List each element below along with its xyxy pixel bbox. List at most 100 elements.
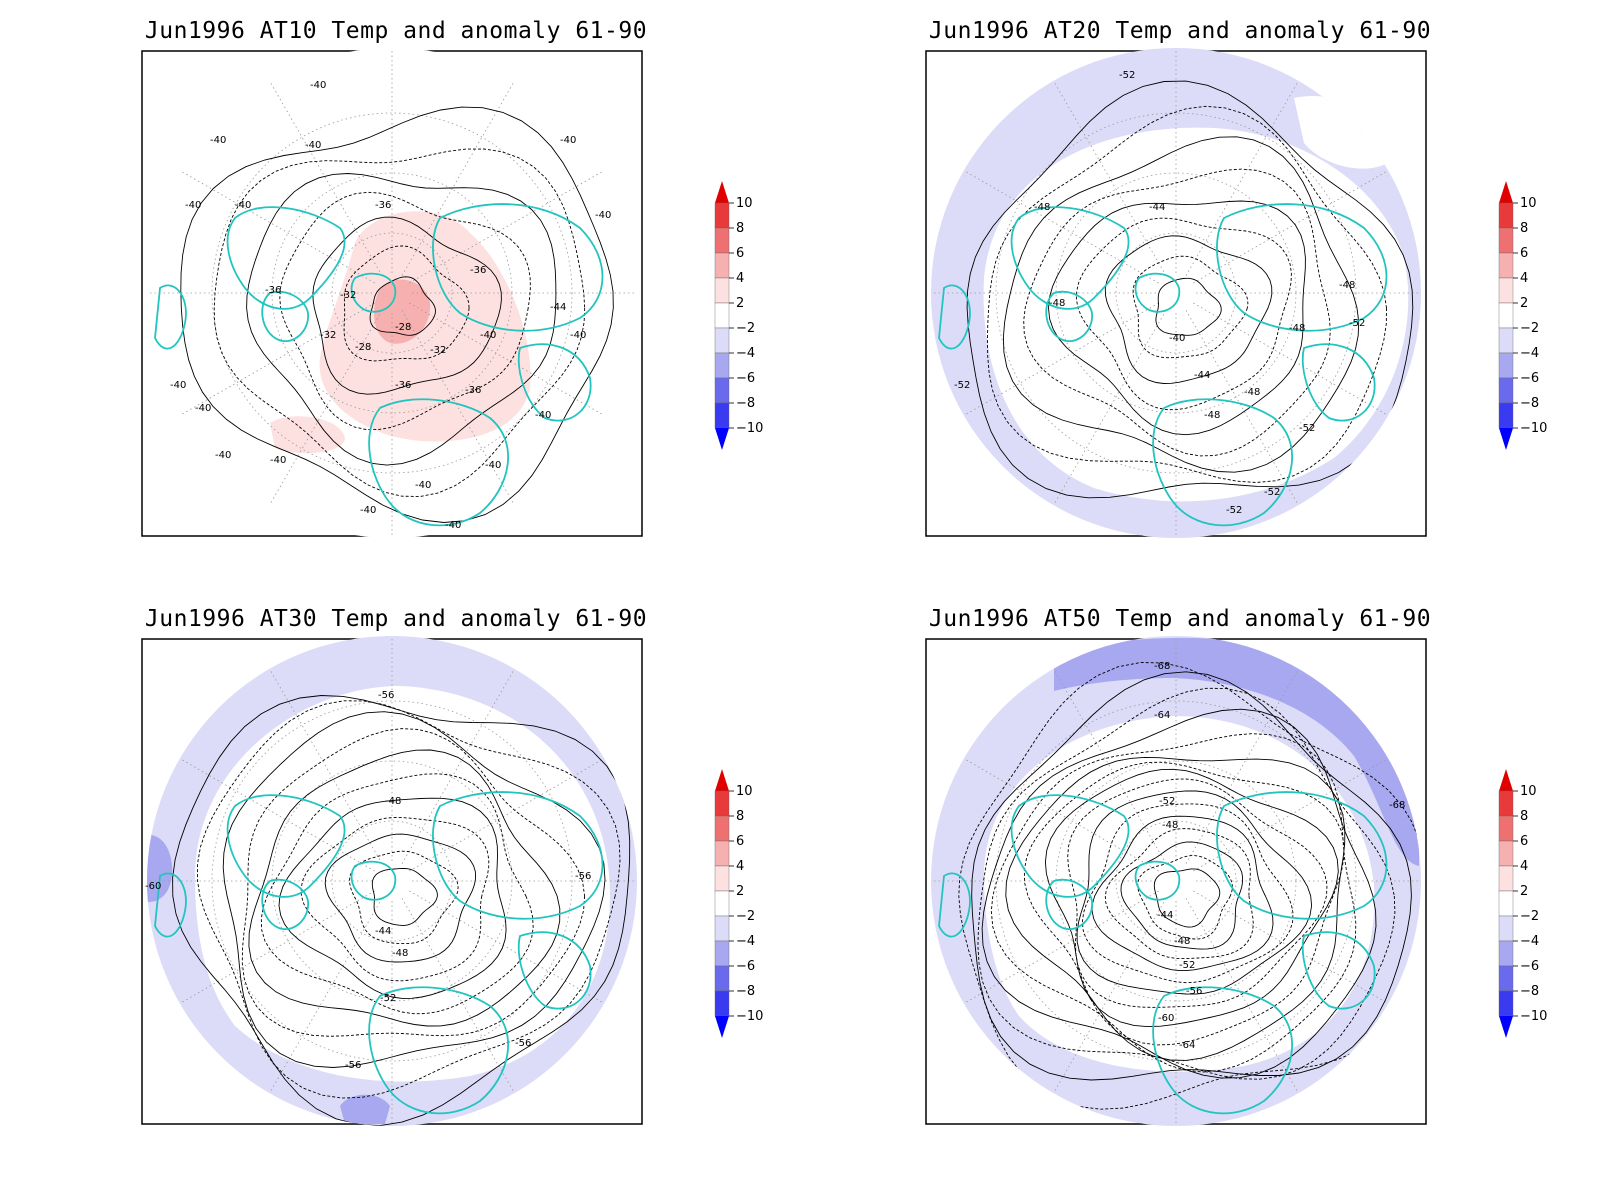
- meridian-line: [409, 302, 605, 416]
- colorbar-tick-label: −2: [1520, 321, 1539, 336]
- colorbar-cap-bottom: [715, 428, 729, 450]
- contour-label: -52: [1119, 70, 1135, 81]
- temperature-contour: [312, 216, 502, 395]
- contour-label: -52: [380, 993, 396, 1004]
- colorbar-tick-label: 2: [1520, 884, 1528, 899]
- contour-label: -40: [360, 505, 376, 516]
- colorbar-segment: [1498, 840, 1514, 867]
- colorbar-tick-label: −2: [736, 909, 755, 924]
- anomaly-negative-region-4-south: [340, 1094, 390, 1124]
- contour-label: -40: [210, 135, 226, 146]
- contour-label: -40: [185, 200, 201, 211]
- coastline: [350, 860, 397, 901]
- contour-labels: -56 -48 -44 -48 -52 -56 -56 -56 -60: [145, 690, 591, 1071]
- coastline: [226, 794, 346, 898]
- latitude-circle: [211, 112, 573, 474]
- colorbar-tick-label: −10: [736, 1009, 763, 1024]
- coastline: [1045, 290, 1093, 343]
- meridian-line: [269, 310, 383, 506]
- anomaly-positive-region-small: [270, 416, 345, 454]
- contour-label: -44: [1157, 910, 1173, 921]
- colorbar-segment: [714, 915, 730, 942]
- latitude-circle: [995, 112, 1357, 474]
- contour-label: -40: [215, 450, 231, 461]
- anomaly-near-zero-region: [984, 716, 1375, 1072]
- temperature-contour: [324, 833, 477, 963]
- meridian-line: [401, 898, 515, 1094]
- coastline: [1010, 794, 1130, 898]
- coastline: [1301, 343, 1376, 422]
- colorbar-cap-bottom: [1499, 428, 1513, 450]
- temperature-contour: [1091, 815, 1274, 972]
- contour-label: -44: [375, 926, 391, 937]
- colorbar-segment: [1498, 327, 1514, 354]
- colorbar-segment: [714, 840, 730, 867]
- meridian-line: [1053, 310, 1167, 506]
- contour-label: -40: [1169, 333, 1185, 344]
- temperature-contour: [1155, 277, 1222, 336]
- colorbar-segment: [1498, 940, 1514, 967]
- colorbar-segment: [1498, 277, 1514, 304]
- temperature-contour: [371, 867, 438, 926]
- coastline: [261, 290, 309, 343]
- temperature-contour: [1076, 790, 1313, 995]
- contour-label: -44: [1149, 202, 1165, 213]
- temperature-contour: [248, 749, 561, 1027]
- contour-label: -36: [265, 285, 281, 296]
- colorbar-tick-label: 4: [1520, 859, 1528, 874]
- colorbar-segment: [1498, 890, 1514, 917]
- contour-labels: -40 -40 -40 -40 -40 -40 -36 -36 -36 -32 …: [170, 80, 611, 531]
- meridian-line: [1185, 80, 1299, 276]
- temperature-contour: [1048, 200, 1306, 436]
- colorbar-tick-label: −6: [736, 959, 755, 974]
- contour-label: -40: [310, 80, 326, 91]
- colorbar-segment: [1498, 815, 1514, 842]
- colorbar-tick-label: −2: [1520, 909, 1539, 924]
- colorbar-segment: [1498, 965, 1514, 992]
- contour-label: -48: [392, 948, 408, 959]
- meridian-line: [409, 758, 605, 872]
- contour-label: -52: [1226, 505, 1242, 516]
- anomaly-layer: [270, 211, 531, 454]
- contour-label: -40: [480, 330, 496, 341]
- colorbar-segment: [714, 377, 730, 404]
- contour-label: -32: [430, 345, 446, 356]
- colorbar-tick-label: −4: [736, 934, 755, 949]
- coastline: [368, 398, 510, 527]
- colorbar-segment: [1498, 352, 1514, 379]
- contour-label: -56: [345, 1060, 361, 1071]
- meridian-line: [1185, 898, 1299, 1094]
- contour-label: -40: [270, 455, 286, 466]
- meridian-line: [409, 170, 605, 284]
- colorbar-tick-label: 2: [736, 884, 744, 899]
- colorbar-cap-top: [1499, 769, 1513, 791]
- anomaly-near-zero-region: [195, 686, 610, 1082]
- colorbar-segment: [1498, 402, 1514, 429]
- panel-title: Jun1996 AT30 Temp and anomaly 61-90: [144, 606, 648, 632]
- colorbar-tick-label: −4: [736, 346, 755, 361]
- polar-map-at10: -40 -40 -40 -40 -40 -40 -36 -36 -36 -32 …: [141, 48, 643, 538]
- contour-label: -36: [395, 380, 411, 391]
- temperature-contour: [986, 105, 1387, 483]
- temperature-contour: [966, 80, 1414, 499]
- contour-label: -56: [515, 1038, 531, 1049]
- meridian-line: [269, 80, 383, 276]
- coastline: [1010, 206, 1130, 310]
- colorbar-tick-label: −6: [1520, 371, 1539, 386]
- temperature-contour: [369, 276, 436, 336]
- coastline: [432, 791, 604, 920]
- colorbar-tick-label: 10: [1520, 784, 1537, 799]
- colorbar-segment: [1498, 990, 1514, 1017]
- temperature-contour: [971, 671, 1412, 1081]
- colorbar-segment: [714, 352, 730, 379]
- contour-label: -32: [320, 330, 336, 341]
- coastline: [261, 878, 309, 931]
- coastline: [1301, 931, 1376, 1010]
- contour-label: -48: [1204, 410, 1220, 421]
- anomaly-positive-region: [319, 211, 531, 442]
- meridian-line: [401, 80, 515, 276]
- contour-label: -68: [1389, 800, 1405, 811]
- colorbar-segment: [1498, 790, 1514, 817]
- contour-label: -56: [1186, 986, 1202, 997]
- colorbar-tick-label: −8: [736, 984, 755, 999]
